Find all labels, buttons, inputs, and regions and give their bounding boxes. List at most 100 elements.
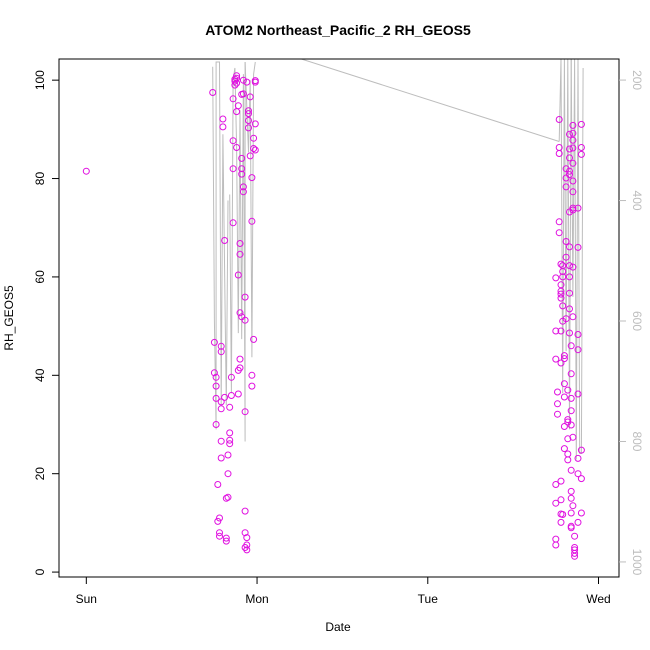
data-point: [557, 260, 565, 268]
data-point: [577, 120, 585, 128]
data-point: [566, 329, 573, 337]
data-point: [224, 493, 232, 501]
y-tick-label: 80: [33, 172, 47, 186]
data-point: [245, 107, 252, 115]
data-point: [557, 359, 565, 367]
data-point: [217, 405, 225, 413]
y2-tick-label: 800: [630, 431, 644, 451]
y-axis-label: RH_GEOS5: [2, 285, 16, 351]
data-point: [552, 481, 560, 488]
pressure-line-4: [558, 58, 572, 430]
data-point: [233, 72, 241, 80]
data-point: [571, 549, 579, 557]
data-point: [571, 532, 579, 540]
data-point: [569, 204, 577, 212]
data-point: [222, 494, 230, 502]
data-point: [574, 518, 582, 526]
data-point: [250, 145, 258, 152]
data-point: [562, 183, 570, 191]
data-point: [212, 394, 220, 402]
data-point: [554, 410, 561, 418]
data-point: [567, 487, 575, 495]
data-point: [217, 454, 225, 462]
data-point: [554, 400, 561, 408]
x-tick-label: Sun: [76, 592, 97, 606]
data-point: [229, 165, 237, 173]
y-tick-label: 20: [33, 467, 47, 481]
data-point: [566, 171, 573, 179]
y-axis: 0 20 40 60 80 100: [33, 70, 59, 575]
data-point: [559, 511, 567, 518]
data-point: [560, 423, 568, 430]
data-point: [246, 93, 254, 101]
data-point: [559, 273, 567, 281]
data-point: [567, 494, 575, 502]
data-point: [245, 117, 252, 124]
data-point: [566, 154, 573, 162]
data-point: [210, 338, 218, 346]
data-point: [234, 271, 242, 279]
data-points: [82, 72, 585, 560]
data-point: [574, 243, 582, 251]
data-point: [564, 456, 572, 464]
data-point: [214, 517, 222, 525]
data-point: [566, 243, 573, 251]
data-point: [248, 371, 256, 379]
data-point: [233, 144, 241, 151]
data-point: [241, 408, 249, 416]
data-point: [239, 90, 247, 98]
data-point: [569, 313, 577, 321]
data-point: [566, 167, 573, 175]
data-point: [566, 208, 573, 216]
data-point: [557, 477, 565, 485]
data-point: [567, 421, 575, 429]
data-point: [227, 373, 235, 381]
data-point: [212, 421, 220, 428]
data-point: [245, 110, 252, 118]
pressure-line-0: [212, 61, 229, 430]
data-point: [233, 74, 241, 82]
data-point: [560, 393, 568, 401]
data-point: [251, 77, 259, 85]
data-point: [567, 407, 575, 415]
data-point: [566, 262, 573, 270]
y-tick-label: 60: [33, 270, 47, 284]
data-point: [234, 390, 242, 398]
data-point: [248, 174, 256, 182]
data-point: [567, 466, 575, 474]
data-point: [219, 123, 227, 131]
x-axis: Sun Mon Tue Wed: [76, 576, 611, 606]
y2-tick-label: 200: [630, 70, 644, 90]
data-point: [243, 78, 251, 86]
data-point: [557, 496, 565, 504]
data-point: [236, 355, 244, 363]
data-point: [569, 263, 577, 271]
data-point: [236, 364, 244, 372]
data-point: [246, 152, 254, 160]
data-point: [217, 437, 225, 445]
data-point: [567, 342, 575, 350]
data-point: [574, 331, 582, 338]
data-point: [214, 481, 222, 488]
data-point: [567, 524, 575, 532]
data-point: [239, 188, 247, 196]
x-tick-label: Wed: [586, 592, 610, 606]
data-point: [557, 287, 565, 295]
connecting-lines: [212, 58, 584, 460]
data-point: [574, 346, 582, 354]
data-point: [562, 315, 570, 323]
y2-axis: 200 400 600 800 1000: [619, 70, 644, 576]
data-point: [564, 416, 572, 424]
data-point: [248, 217, 256, 225]
data-point: [557, 290, 565, 298]
data-point: [243, 541, 251, 549]
data-point: [567, 509, 575, 517]
data-point: [231, 75, 239, 83]
data-point: [238, 165, 246, 173]
data-point: [236, 240, 244, 247]
y-tick-label: 40: [33, 368, 47, 382]
data-point: [577, 150, 585, 158]
data-point: [564, 435, 572, 443]
data-point: [559, 262, 567, 270]
